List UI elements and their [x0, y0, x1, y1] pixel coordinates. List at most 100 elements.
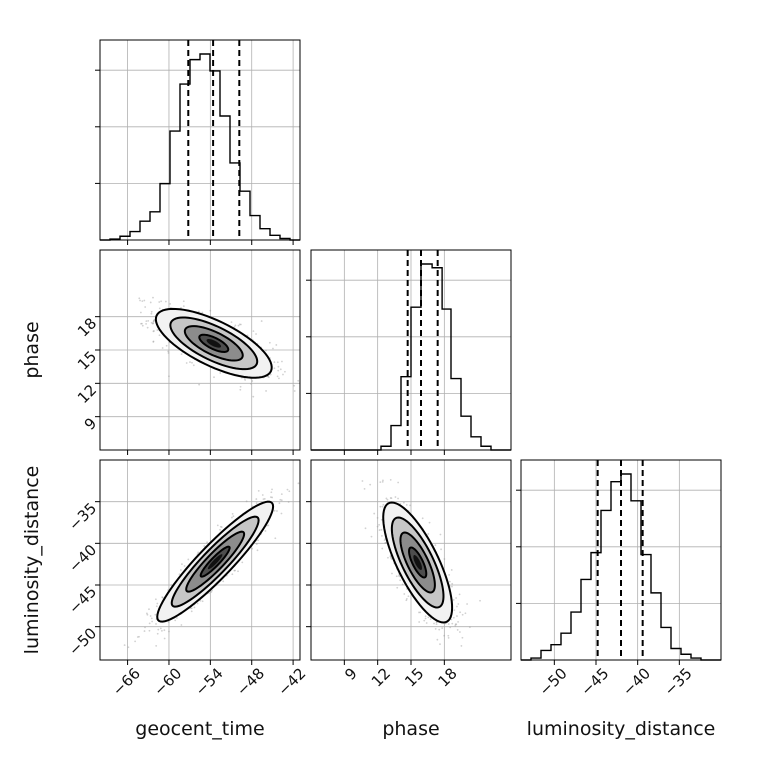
- scatter-point: [251, 380, 254, 382]
- scatter-point: [286, 488, 289, 491]
- scatter-point: [239, 385, 242, 388]
- scatter-point: [255, 498, 258, 500]
- scatter-point: [378, 523, 380, 526]
- scatter-point: [183, 565, 186, 567]
- scatter-point: [363, 487, 366, 490]
- scatter-point: [152, 330, 155, 333]
- scatter-point: [280, 493, 283, 496]
- y-axis-label-luminosity-distance: luminosity_distance: [21, 466, 43, 655]
- scatter-point: [138, 635, 140, 638]
- scatter-point: [395, 575, 398, 578]
- scatter-point: [152, 340, 155, 343]
- scatter-point: [148, 629, 151, 632]
- marginal-panel-phase: [306, 249, 512, 455]
- scatter-point: [448, 580, 451, 583]
- x-tick-label-phase: 12: [368, 664, 394, 690]
- scatter-point: [210, 591, 213, 593]
- scatter-point: [252, 395, 255, 398]
- scatter-point: [457, 603, 460, 605]
- scatter-point: [156, 602, 159, 605]
- scatter-point: [152, 296, 154, 299]
- scatter-point: [251, 547, 254, 550]
- scatter-point: [158, 307, 161, 310]
- scatter-point: [239, 323, 242, 326]
- scatter-point: [434, 627, 437, 630]
- scatter-point: [287, 501, 290, 503]
- scatter-point: [405, 504, 408, 506]
- marginal-panel-luminosity-distance: [516, 459, 722, 665]
- scatter-point: [201, 600, 204, 603]
- scatter-point: [206, 541, 208, 544]
- scatter-point: [175, 617, 178, 619]
- scatter-point: [279, 368, 282, 371]
- scatter-point: [438, 628, 441, 631]
- panels-layer: −66 −60 −54 −48 −42 9 12 15 18 −50 −45 −40 −35912151…: [65, 39, 722, 699]
- scatter-point: [141, 322, 143, 325]
- scatter-point: [249, 382, 252, 385]
- scatter-point: [421, 517, 424, 520]
- scatter-point: [146, 326, 149, 329]
- scatter-point: [148, 608, 150, 611]
- scatter-point: [405, 599, 408, 602]
- scatter-point: [123, 644, 126, 647]
- scatter-point: [436, 638, 439, 641]
- x-tick-label-luminosity-distance: −40: [619, 664, 654, 699]
- scatter-point: [450, 569, 453, 571]
- scatter-point: [271, 496, 274, 499]
- scatter-point: [161, 596, 164, 599]
- scatter-point: [231, 512, 234, 515]
- scatter-point: [386, 498, 389, 501]
- scatter-point: [181, 563, 183, 566]
- scatter-point: [457, 621, 459, 623]
- scatter-point: [159, 627, 162, 630]
- scatter-point: [277, 365, 280, 368]
- scatter-point: [211, 589, 214, 592]
- x-tick-label-geocent-time: −48: [233, 664, 268, 699]
- scatter-point: [275, 344, 278, 346]
- scatter-point: [273, 509, 276, 512]
- scatter-point: [209, 309, 212, 312]
- scatter-point: [380, 528, 383, 531]
- scatter-point: [418, 611, 420, 614]
- contour-line-0: [199, 545, 231, 578]
- scatter-point: [419, 611, 422, 614]
- scatter-point: [460, 645, 463, 647]
- scatter-point: [264, 530, 267, 532]
- scatter-point: [423, 619, 426, 622]
- scatter-point: [160, 629, 163, 632]
- scatter-point: [143, 299, 146, 302]
- scatter-point: [381, 547, 384, 550]
- scatter-point: [268, 341, 271, 344]
- scatter-point: [378, 529, 381, 531]
- scatter-point: [456, 605, 458, 608]
- scatter-point: [479, 599, 481, 602]
- scatter-point: [447, 623, 450, 625]
- scatter-point: [157, 628, 160, 631]
- scatter-point: [398, 575, 401, 578]
- scatter-point: [271, 488, 273, 491]
- scatter-point: [382, 503, 385, 506]
- scatter-point: [164, 300, 167, 303]
- contour-line-0: [198, 333, 230, 353]
- scatter-point: [146, 613, 149, 616]
- y-tick-label-luminosity-distance: −35: [65, 499, 100, 534]
- scatter-point: [267, 375, 270, 378]
- scatter-point: [152, 322, 155, 325]
- scatter-point: [255, 333, 257, 335]
- scatter-point: [424, 617, 427, 620]
- x-tick-label-luminosity-distance: −50: [536, 664, 571, 699]
- scatter-point: [174, 619, 177, 622]
- scatter-point: [381, 535, 383, 537]
- scatter-point: [297, 482, 300, 485]
- scatter-point: [466, 603, 468, 605]
- contour-line-1: [185, 530, 246, 593]
- scatter-point: [257, 539, 259, 542]
- scatter-point: [379, 481, 382, 484]
- scatter-point: [293, 384, 296, 387]
- scatter-point: [459, 611, 462, 614]
- scatter-point: [276, 375, 279, 378]
- scatter-point: [390, 558, 393, 560]
- scatter-point: [185, 362, 188, 364]
- scatter-point: [153, 330, 155, 332]
- scatter-point: [278, 502, 281, 505]
